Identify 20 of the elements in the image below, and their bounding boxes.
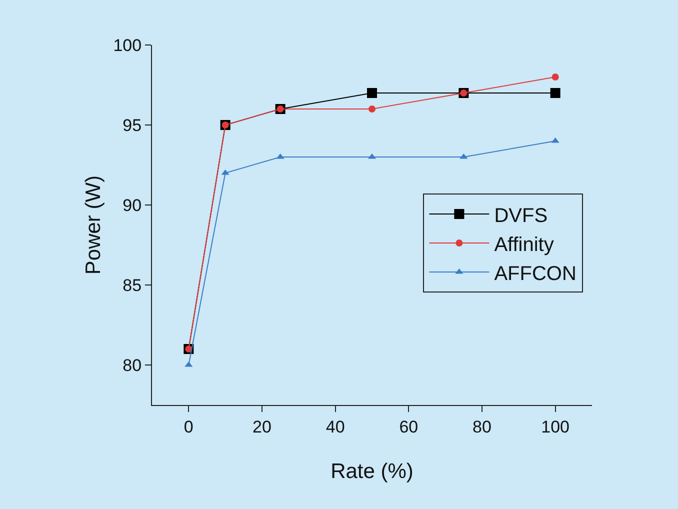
x-tick-label: 80 [472, 417, 492, 436]
y-tick-label: 80 [122, 356, 142, 375]
point [367, 88, 377, 98]
legend-label: DVFS [494, 204, 548, 227]
x-tick-label: 100 [541, 417, 570, 436]
point [550, 88, 560, 98]
point [368, 106, 376, 112]
legend-label: AFFCON [494, 262, 576, 285]
y-tick-label: 95 [122, 116, 142, 135]
x-tick-label: 40 [326, 417, 345, 436]
x-tick-label: 0 [184, 417, 194, 436]
x-tick-label: 60 [399, 417, 418, 436]
y-tick-label: 100 [113, 36, 142, 55]
x-axis-title: Rate (%) [330, 460, 414, 483]
y-axis-title: Power (W) [82, 175, 105, 275]
point [552, 74, 559, 80]
y-tick-label: 90 [122, 196, 142, 215]
x-tick-label: 20 [252, 417, 272, 436]
y-tick-label: 85 [122, 276, 142, 295]
legend-label: Affinity [494, 234, 554, 256]
